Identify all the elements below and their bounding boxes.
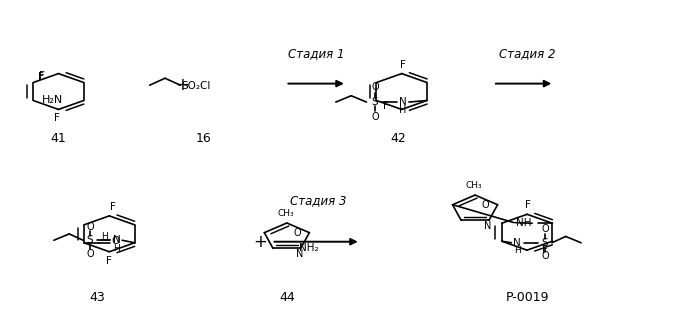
Text: F: F — [400, 60, 406, 70]
Text: F: F — [38, 71, 45, 81]
Text: N: N — [399, 97, 407, 107]
Text: S: S — [542, 238, 548, 248]
Text: O: O — [86, 222, 94, 232]
Text: O: O — [371, 82, 379, 92]
Text: NH₂: NH₂ — [299, 243, 319, 253]
Text: F: F — [38, 72, 44, 82]
Text: 41: 41 — [50, 132, 66, 145]
Text: O: O — [481, 200, 489, 210]
Text: 43: 43 — [89, 291, 106, 304]
Text: F: F — [383, 101, 389, 111]
Text: Стадия 2: Стадия 2 — [499, 47, 555, 60]
Text: F: F — [110, 202, 116, 212]
Text: Стадия 1: Стадия 1 — [288, 47, 345, 60]
Text: O: O — [111, 236, 120, 246]
Text: S: S — [87, 235, 94, 245]
Text: SO₂Cl: SO₂Cl — [181, 80, 210, 91]
Text: H₂N: H₂N — [42, 95, 63, 105]
Text: NH: NH — [516, 218, 531, 228]
Text: O: O — [293, 228, 301, 238]
Text: 16: 16 — [196, 132, 211, 145]
Text: S: S — [371, 97, 378, 107]
Text: H: H — [514, 246, 520, 255]
Text: N: N — [113, 235, 120, 245]
Text: H: H — [113, 244, 120, 253]
Text: 42: 42 — [390, 132, 406, 145]
Text: CH₃: CH₃ — [277, 209, 294, 218]
Text: 44: 44 — [279, 291, 295, 304]
Text: O: O — [86, 249, 94, 258]
Text: O: O — [371, 112, 379, 122]
Text: O: O — [541, 251, 549, 261]
Text: +: + — [175, 76, 189, 94]
Text: H: H — [101, 232, 108, 241]
Text: Стадия 3: Стадия 3 — [290, 194, 347, 207]
Text: F: F — [106, 256, 113, 266]
Text: H: H — [399, 105, 406, 115]
Text: +: + — [254, 233, 267, 251]
Text: O: O — [541, 225, 549, 234]
Text: F: F — [542, 245, 548, 255]
Text: F: F — [54, 113, 60, 123]
Text: N: N — [513, 238, 521, 248]
Text: P-0019: P-0019 — [505, 291, 549, 304]
Text: N: N — [484, 221, 491, 231]
Text: CH₃: CH₃ — [466, 181, 482, 190]
Text: N: N — [296, 249, 303, 259]
Text: F: F — [526, 200, 531, 210]
